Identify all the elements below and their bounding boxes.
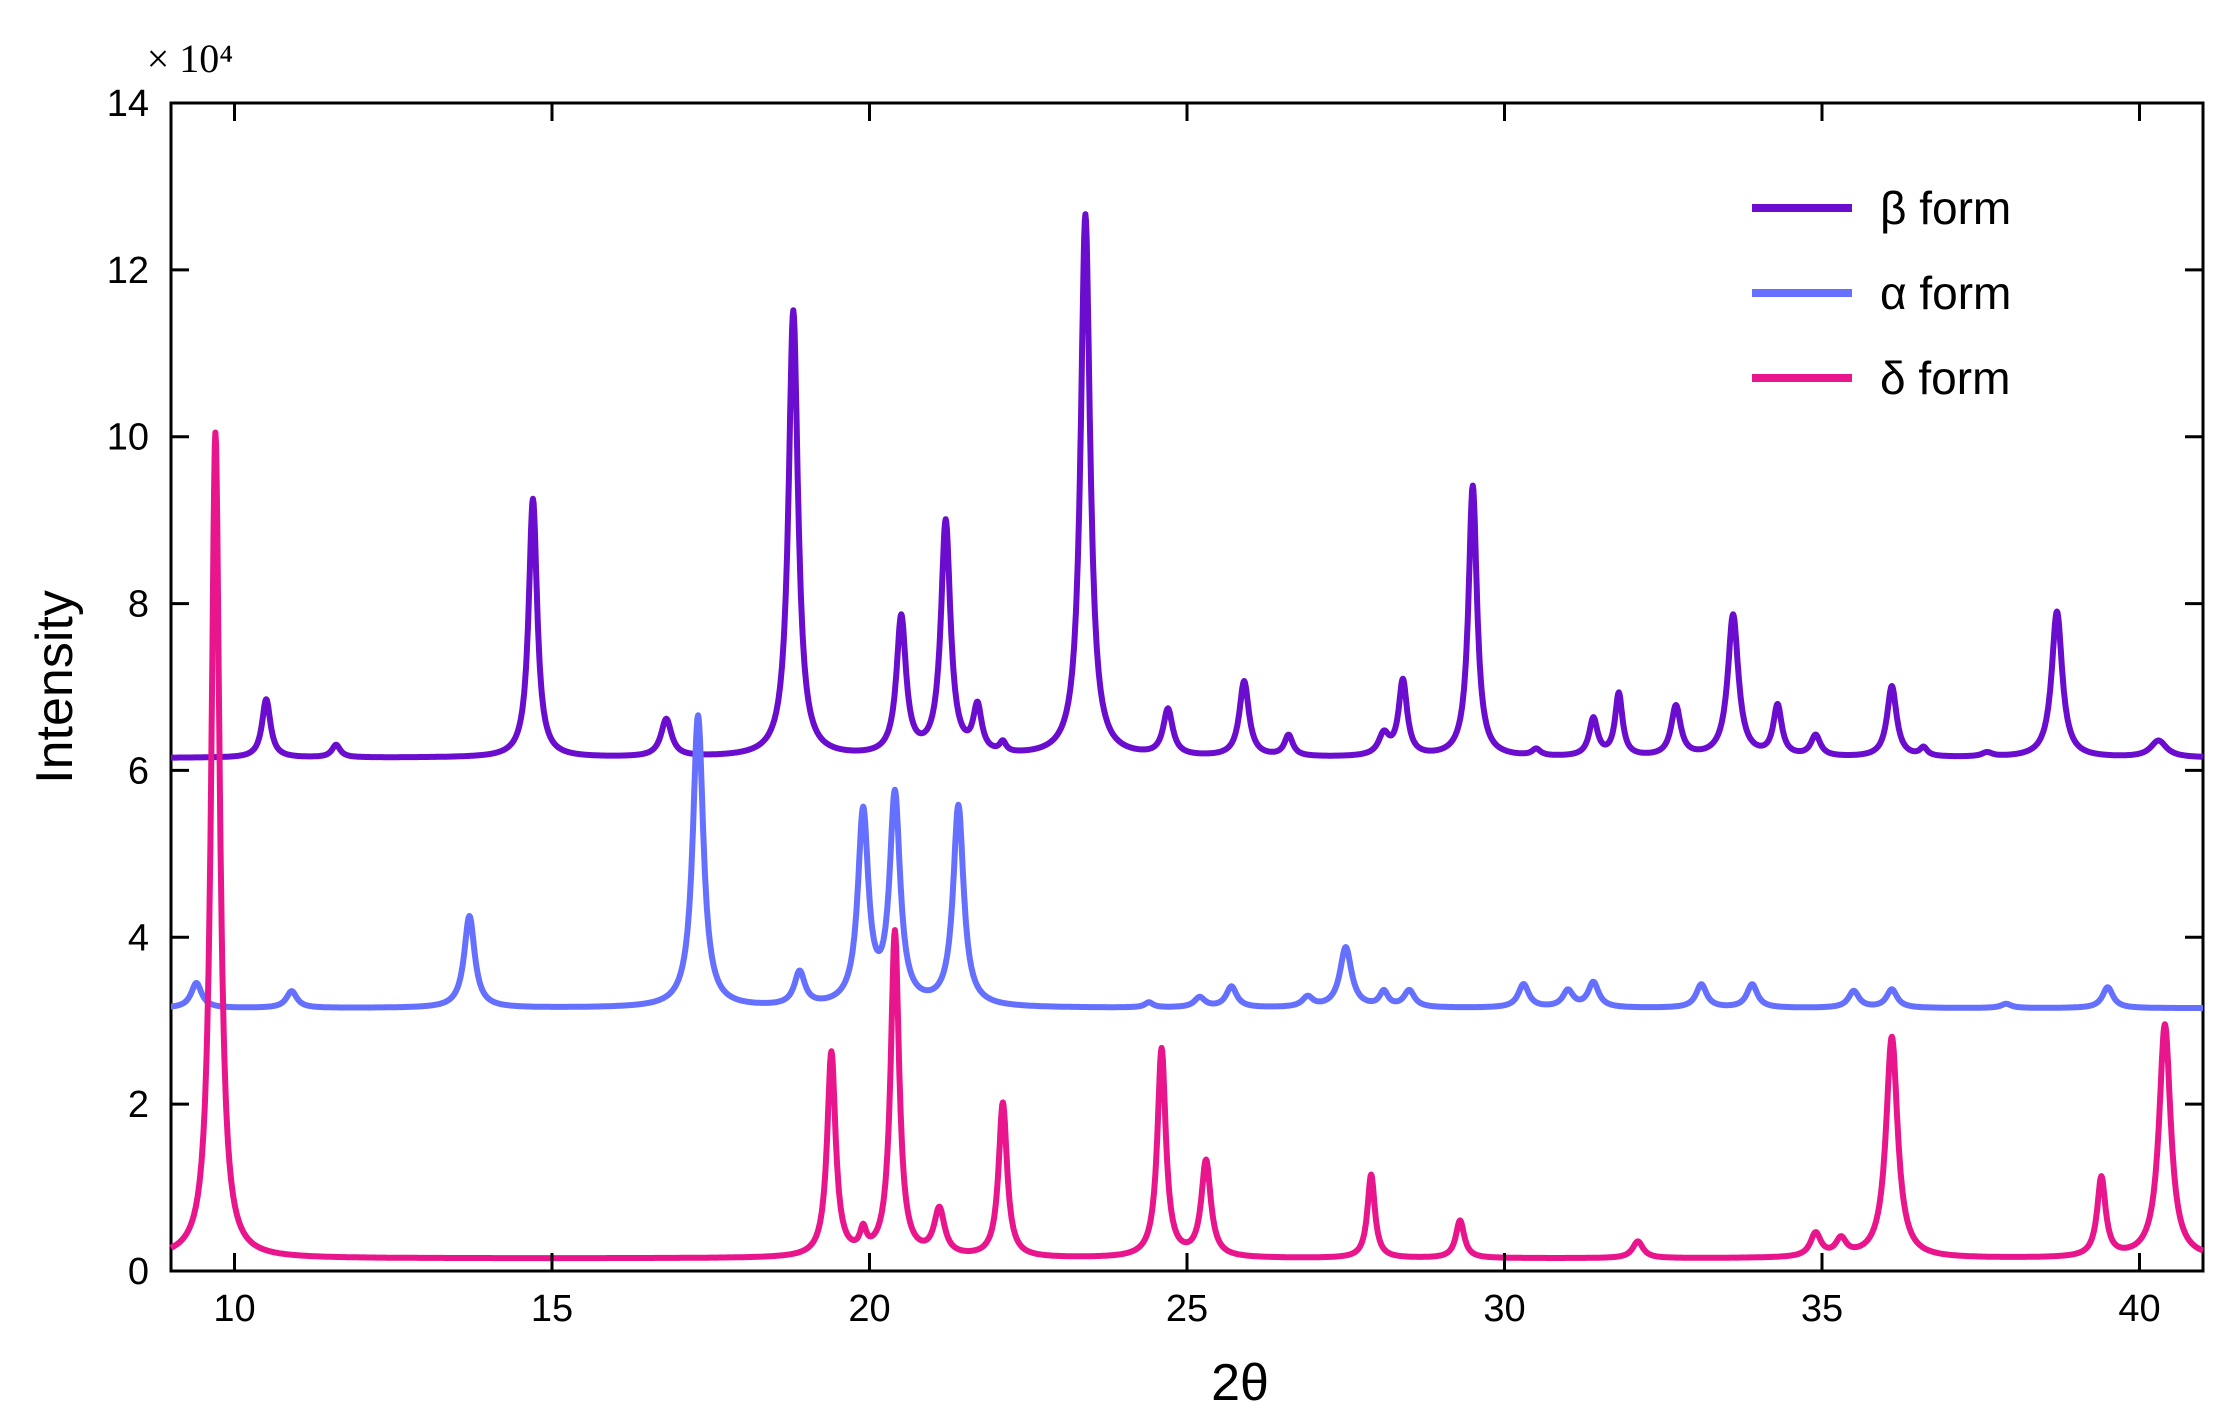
x-axis-title: 2θ bbox=[1211, 1354, 1269, 1412]
y-tick-label: 2 bbox=[128, 1084, 149, 1126]
series-line-2 bbox=[168, 429, 2206, 1262]
x-tick-label: 40 bbox=[2118, 1288, 2160, 1330]
y-tick-label: 10 bbox=[107, 417, 149, 459]
y-tick-label: 4 bbox=[128, 917, 149, 959]
x-tick-label: 20 bbox=[848, 1288, 890, 1330]
x-tick-label: 25 bbox=[1166, 1288, 1208, 1330]
plot-area bbox=[169, 101, 2205, 1273]
y-tick-label: 12 bbox=[107, 250, 149, 292]
y-multiplier-label: × 10⁴ bbox=[147, 36, 234, 81]
y-tick-label: 14 bbox=[107, 83, 149, 125]
x-tick-label: 30 bbox=[1483, 1288, 1525, 1330]
x-tick-label: 15 bbox=[531, 1288, 573, 1330]
y-axis-title: Intensity bbox=[26, 590, 84, 784]
legend-label-delta: δ form bbox=[1880, 352, 2010, 404]
y-tick-label: 0 bbox=[128, 1251, 149, 1293]
y-tick-label: 8 bbox=[128, 584, 149, 626]
series-line-1 bbox=[168, 712, 2206, 1011]
ticks-layer: 10 15 20 25 30 35 40 0 2 4 6 8 10 12 14 bbox=[107, 83, 2203, 1330]
x-tick-label: 35 bbox=[1801, 1288, 1843, 1330]
x-tick-label: 10 bbox=[213, 1288, 255, 1330]
legend-label-beta: β form bbox=[1880, 182, 2011, 234]
legend: β form α form δ form bbox=[1752, 182, 2011, 404]
series-layer bbox=[168, 211, 2206, 1262]
series-line-0 bbox=[168, 211, 2206, 761]
legend-label-alpha: α form bbox=[1880, 267, 2011, 319]
y-tick-label: 6 bbox=[128, 750, 149, 792]
